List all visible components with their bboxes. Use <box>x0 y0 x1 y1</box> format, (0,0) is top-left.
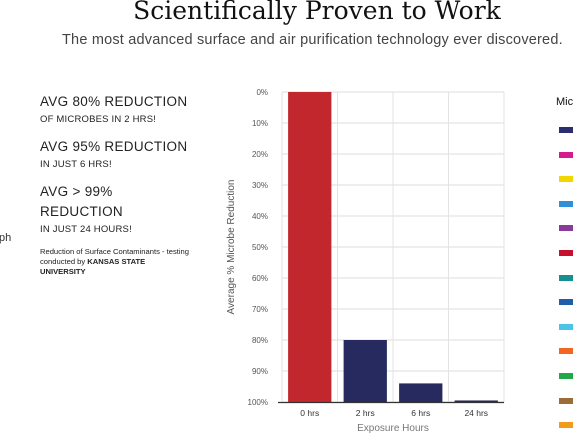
bar <box>399 383 443 402</box>
source-note: Reduction of Surface Contaminants - test… <box>40 247 190 277</box>
y-tick-label: 90% <box>252 367 268 376</box>
x-axis-title: Exposure Hours <box>357 423 429 434</box>
y-tick-label: 60% <box>252 274 268 283</box>
legend-swatch <box>559 200 573 207</box>
legend-swatch <box>559 348 573 355</box>
y-tick-label: 20% <box>252 150 268 159</box>
legend-swatch <box>559 176 573 183</box>
stat-headline: AVG 95% REDUCTION <box>40 139 188 154</box>
y-tick-label: 50% <box>252 243 268 252</box>
stat-block: AVG > 99% REDUCTION IN JUST 24 HOURS! <box>40 182 200 235</box>
legend-items <box>556 124 576 432</box>
stat-detail: IN JUST 24 HOURS! <box>40 224 132 235</box>
legend-item <box>556 321 576 334</box>
chart-legend: Mic <box>556 96 576 444</box>
legend-swatch <box>559 299 573 306</box>
legend-swatch <box>559 225 573 232</box>
legend-item <box>556 395 576 408</box>
legend-item <box>556 272 576 285</box>
stat-headline: AVG > 99% REDUCTION <box>40 184 123 219</box>
cut-off-text: ph <box>0 232 12 244</box>
stat-detail: IN JUST 6 HRS! <box>40 159 112 170</box>
bar <box>288 92 332 402</box>
y-tick-label: 10% <box>252 119 268 128</box>
legend-swatch <box>559 422 573 429</box>
y-axis-title: Average % Microbe Reduction <box>226 180 237 315</box>
legend-title: Mic <box>556 96 574 108</box>
source-text: Reduction of Surface Contaminants - test… <box>40 247 190 266</box>
legend-item <box>556 419 576 432</box>
legend-item <box>556 345 576 358</box>
legend-swatch <box>559 274 573 281</box>
legend-item <box>556 370 576 383</box>
legend-item <box>556 222 576 235</box>
stat-headline: AVG 80% REDUCTION <box>40 94 188 109</box>
x-tick-label: 24 hrs <box>464 408 488 418</box>
source-org: KANSAS STATE UNIVERSITY <box>40 257 146 276</box>
y-tick-label: 30% <box>252 181 268 190</box>
legend-item <box>556 198 576 211</box>
legend-swatch <box>559 397 573 404</box>
legend-item <box>556 173 576 186</box>
x-tick-label: 0 hrs <box>300 408 319 418</box>
legend-swatch <box>559 249 573 256</box>
y-tick-label: 80% <box>252 336 268 345</box>
bar <box>454 400 498 402</box>
y-tick-label: 40% <box>252 212 268 221</box>
y-tick-label: 70% <box>252 305 268 314</box>
stats-panel: AVG 80% REDUCTION OF MICROBES IN 2 HRS! … <box>40 92 200 277</box>
legend-swatch <box>559 127 573 133</box>
legend-swatch <box>559 323 573 330</box>
microbe-reduction-chart: 0% 10% 20% 30% 40% 50% 60% 70% 80% 90% 100% 0 hrs 2 … <box>226 88 505 434</box>
x-tick-label: 6 hrs <box>411 408 430 418</box>
y-tick-label: 100% <box>248 398 268 407</box>
stat-detail: OF MICROBES IN 2 HRS! <box>40 114 157 125</box>
legend-swatch <box>559 151 573 158</box>
legend-swatch <box>559 372 573 379</box>
stat-block: AVG 95% REDUCTION IN JUST 6 HRS! <box>40 137 200 170</box>
stat-block: AVG 80% REDUCTION OF MICROBES IN 2 HRS! <box>40 92 200 125</box>
legend-item <box>556 296 576 309</box>
page-title: Scientifically Proven to Work <box>133 0 501 25</box>
legend-item <box>556 124 576 137</box>
page-subtitle: The most advanced surface and air purifi… <box>62 32 563 48</box>
y-tick-label: 0% <box>256 88 268 97</box>
x-tick-label: 2 hrs <box>356 408 375 418</box>
bar <box>343 340 387 402</box>
legend-item <box>556 149 576 162</box>
legend-item <box>556 247 576 260</box>
